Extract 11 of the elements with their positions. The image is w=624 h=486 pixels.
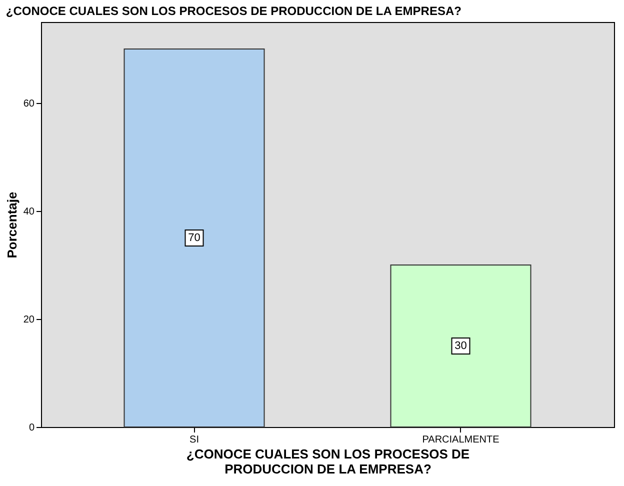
y-tick-label: 0 (28, 422, 35, 434)
y-tick-label: 40 (23, 206, 35, 218)
x-tick-label: PARCIALMENTE (422, 434, 500, 446)
y-axis-title: Porcentaje (4, 192, 20, 258)
chart-title: ¿CONOCE CUALES SON LOS PROCESOS DE PRODUCCION DE LA EMPRESA? (6, 4, 462, 18)
data-label: 70 (188, 232, 200, 244)
data-label: 30 (454, 340, 467, 352)
y-tick-label: 20 (23, 314, 35, 326)
x-tick-label: SI (190, 434, 199, 446)
y-tick-label: 60 (23, 98, 35, 110)
x-axis-title: ¿CONOCE CUALES SON LOS PROCESOS DE PRODUCCION DE LA EMPRESA? (186, 446, 470, 476)
